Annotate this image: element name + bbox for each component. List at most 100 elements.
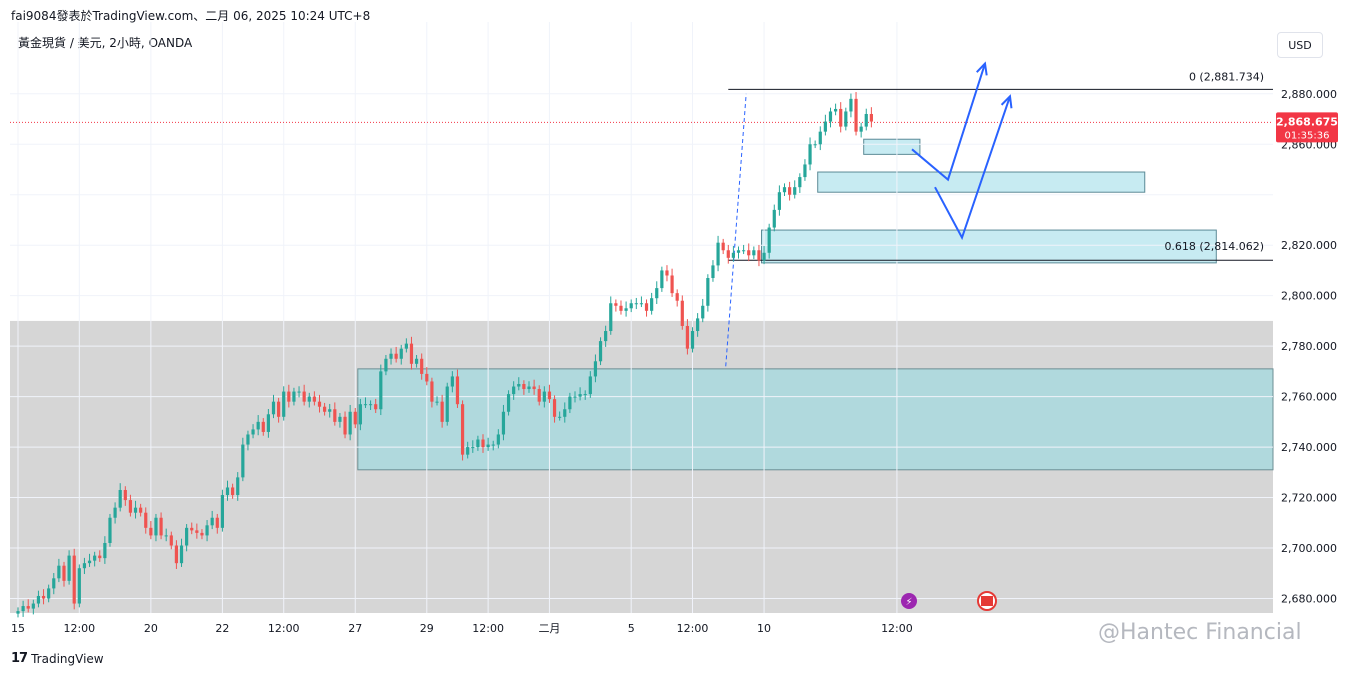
candle-body xyxy=(481,439,485,448)
candle-body xyxy=(36,595,41,604)
candle-body xyxy=(501,411,506,435)
candle-body xyxy=(363,404,368,406)
candle-body xyxy=(639,303,644,305)
candle-body xyxy=(675,293,679,301)
candle-body xyxy=(798,177,802,188)
x-axis-tick-label: 12:00 xyxy=(677,622,709,635)
candle-body xyxy=(701,305,705,319)
projection-arrow-b-head xyxy=(1000,94,1013,109)
candle-body xyxy=(512,386,516,395)
candle-body xyxy=(353,411,357,425)
candle-body xyxy=(389,353,393,359)
candle-body xyxy=(752,250,756,256)
candle-body xyxy=(113,507,117,518)
candle-body xyxy=(169,535,173,546)
candle-body xyxy=(455,376,460,405)
candle-body xyxy=(16,611,20,614)
candle-body xyxy=(466,447,470,455)
x-axis-tick-label: 29 xyxy=(420,622,434,635)
candle-body xyxy=(52,578,56,589)
candle-body xyxy=(609,303,613,332)
y-axis-tick-label: 2,880.000 xyxy=(1281,88,1337,101)
x-axis-tick-label: 20 xyxy=(144,622,158,635)
candle-body xyxy=(496,434,500,445)
tradingview-icon: 17 xyxy=(11,651,28,666)
candle-body xyxy=(57,565,61,579)
candle-body xyxy=(246,434,250,445)
candle-body xyxy=(685,325,690,349)
candle-body xyxy=(338,416,342,422)
candle-body xyxy=(154,517,158,536)
candle-body xyxy=(62,565,66,581)
candle-body xyxy=(869,113,873,122)
y-axis-tick-label: 2,680.000 xyxy=(1281,593,1337,606)
candle-body xyxy=(828,111,833,122)
candle-body xyxy=(491,444,495,446)
countdown-timer: 01:35:36 xyxy=(1285,130,1330,141)
candle-body xyxy=(215,517,219,528)
labels-layer: 0 (2,881.734) 0.618 (2,814.062) 2,868.675 0… xyxy=(901,70,1338,611)
candle-body xyxy=(379,371,383,410)
current-price-value: 2,868.675 xyxy=(1276,115,1338,128)
candle-body xyxy=(506,394,511,412)
x-axis-tick-label: 12:00 xyxy=(63,622,95,635)
candle-body xyxy=(573,396,577,398)
tradingview-logo-text: TradingView xyxy=(31,651,104,666)
candle-body xyxy=(716,242,720,266)
candle-body xyxy=(414,358,419,364)
candle-body xyxy=(108,517,112,543)
candle-body xyxy=(77,568,81,604)
candle-body xyxy=(578,394,582,397)
candle-body xyxy=(537,389,541,402)
currency-button[interactable]: USD xyxy=(1277,32,1323,58)
candle-body xyxy=(93,555,97,561)
symbol-description[interactable]: 黃金現貨 / 美元, 2小時, OANDA xyxy=(18,36,193,50)
candle-body xyxy=(139,507,143,513)
candle-body xyxy=(731,252,735,258)
candle-body xyxy=(302,391,306,402)
tradingview-logo[interactable]: 17 TradingView xyxy=(11,651,104,666)
candle-body xyxy=(282,391,286,417)
candle-body xyxy=(706,278,710,306)
candle-body xyxy=(777,192,781,210)
candle-body xyxy=(517,384,521,387)
candle-body xyxy=(624,308,628,311)
candle-body xyxy=(767,227,771,253)
candle-body xyxy=(328,409,332,412)
candle-body xyxy=(103,542,107,559)
candle-body xyxy=(404,343,408,349)
publisher-line: fai9084發表於TradingView.com、二月 06, 2025 10… xyxy=(11,9,371,23)
candle-body xyxy=(568,396,572,410)
candle-body xyxy=(726,250,730,258)
candle-body xyxy=(185,527,189,546)
candle-body xyxy=(333,409,337,422)
candle-body xyxy=(696,318,700,332)
candle-body xyxy=(583,394,587,396)
candle-body xyxy=(598,341,603,362)
candle-body xyxy=(231,487,235,496)
x-axis-tick-label: 10 xyxy=(757,622,771,635)
candle-body xyxy=(547,391,552,400)
candle-body xyxy=(680,300,684,326)
candle-body xyxy=(266,414,270,432)
x-axis-tick-label: 二月 xyxy=(538,622,560,635)
candle-body xyxy=(394,353,398,359)
candle-body xyxy=(808,144,812,165)
candle-body xyxy=(747,250,751,256)
candle-body xyxy=(854,98,858,132)
fib-level-618-label: 0.618 (2,814.062) xyxy=(1164,240,1264,253)
supply-demand-zone xyxy=(761,229,1217,264)
candle-body xyxy=(21,606,25,612)
candle-body xyxy=(220,495,224,528)
y-axis-tick-label: 2,700.000 xyxy=(1281,542,1337,555)
candle-body xyxy=(343,416,347,435)
zones-layer xyxy=(10,138,1274,613)
candle-body xyxy=(721,242,725,251)
candle-body xyxy=(711,265,715,279)
y-axis-tick-label: 2,800.000 xyxy=(1281,290,1337,303)
watermark: @Hantec Financial xyxy=(1098,620,1302,645)
x-axis-tick-label: 12:00 xyxy=(881,622,913,635)
candle-body xyxy=(757,250,761,261)
candle-body xyxy=(849,98,853,112)
